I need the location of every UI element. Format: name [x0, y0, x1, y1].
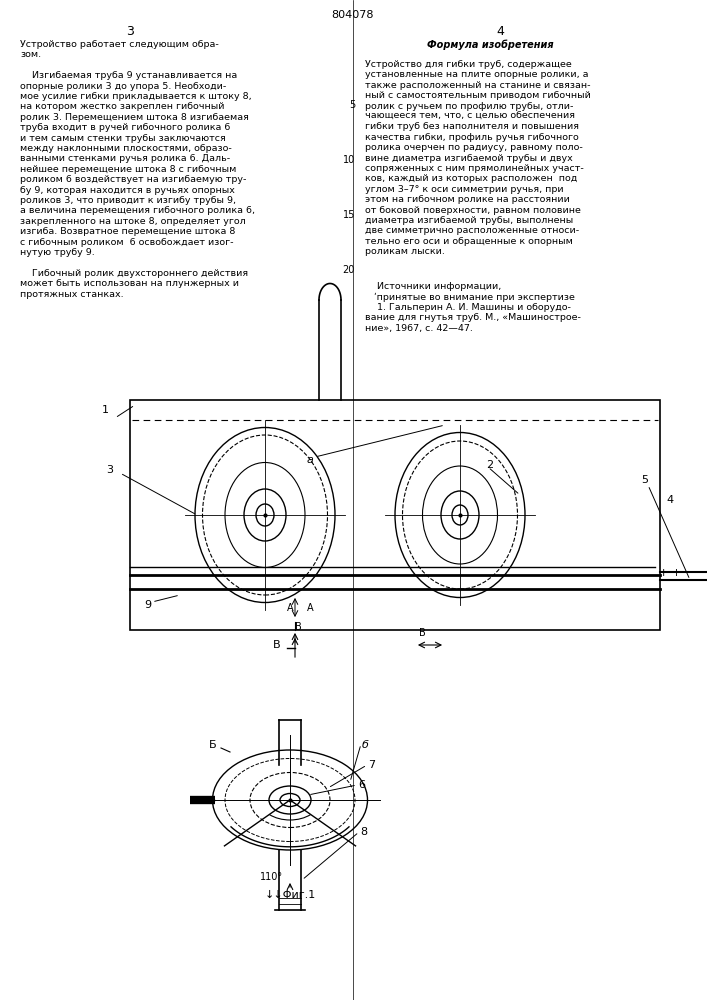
- Text: + +: + +: [659, 568, 681, 578]
- Text: 6: 6: [358, 780, 365, 790]
- Text: 8: 8: [360, 827, 367, 837]
- Text: 4: 4: [667, 495, 674, 505]
- Text: a: a: [307, 455, 313, 465]
- Text: Б: Б: [209, 740, 217, 750]
- Text: 110°: 110°: [260, 872, 284, 882]
- Text: 4: 4: [496, 25, 504, 38]
- Bar: [130, 400, 660, 630]
- Text: B: B: [419, 628, 426, 638]
- Text: 5: 5: [349, 100, 355, 110]
- Text: 7: 7: [368, 760, 375, 770]
- Text: 804078: 804078: [332, 10, 374, 20]
- Text: 15: 15: [343, 210, 355, 220]
- Text: ↓↓Φиг.1: ↓↓Φиг.1: [264, 890, 315, 900]
- Text: б: б: [362, 740, 369, 750]
- Text: A: A: [286, 603, 293, 613]
- Text: 1: 1: [102, 405, 108, 415]
- Text: Устройство для гибки труб, содержащее
установленные на плите опорные ролики, а
т: Устройство для гибки труб, содержащее ус…: [365, 60, 591, 256]
- Text: A: A: [307, 603, 313, 613]
- Text: 3: 3: [126, 25, 134, 38]
- Text: Источники информации,
   ʹпринятые во внимание при экспертизе
    1. Гальперин А: Источники информации, ʹпринятые во внима…: [365, 282, 581, 333]
- Text: 3: 3: [107, 465, 114, 475]
- Text: 20: 20: [343, 265, 355, 275]
- Text: Формула изобретения: Формула изобретения: [427, 40, 554, 50]
- Text: 9: 9: [144, 600, 151, 610]
- Text: B: B: [295, 622, 301, 632]
- Text: 10: 10: [343, 155, 355, 165]
- Text: Устройство работает следующим обра-
зом.

    Изгибаемая труба 9 устанавливается: Устройство работает следующим обра- зом.…: [20, 40, 255, 299]
- Text: 2: 2: [486, 460, 493, 470]
- Text: B: B: [273, 640, 281, 650]
- Text: 5: 5: [641, 475, 648, 485]
